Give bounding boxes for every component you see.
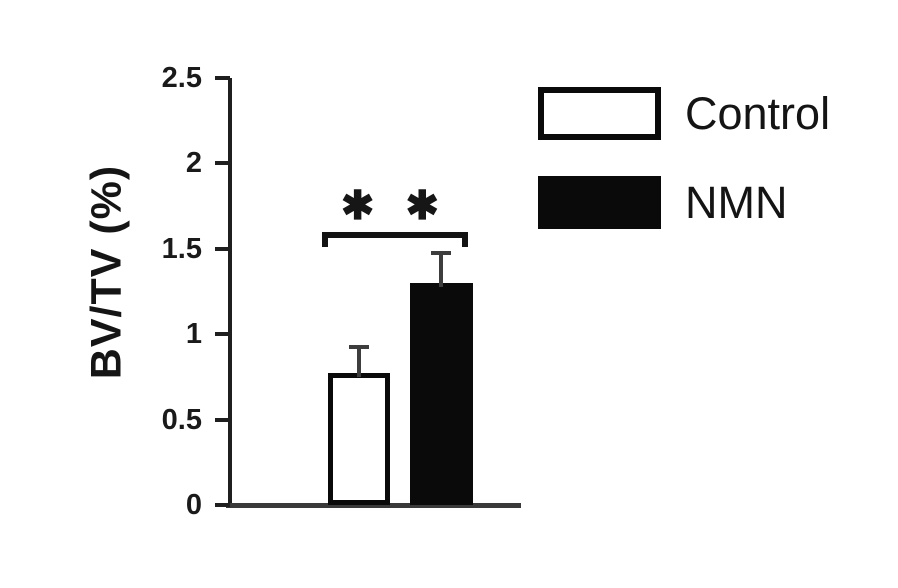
legend: Control NMN: [538, 87, 830, 229]
y-tick: [215, 246, 230, 251]
error-bar-cap: [431, 250, 451, 255]
error-bar-cap: [349, 344, 369, 349]
significance-bracket-right-tick: [462, 231, 468, 247]
legend-item-control: Control: [538, 87, 830, 140]
y-axis-line: [228, 78, 232, 507]
legend-label-nmn: NMN: [685, 177, 788, 228]
legend-label-control: Control: [685, 88, 831, 139]
y-axis-title: BV/TV (%): [82, 164, 131, 380]
legend-item-nmn: NMN: [538, 176, 830, 229]
bar-nmn: [410, 282, 473, 505]
y-tick-label: 0: [185, 489, 202, 521]
y-tick: [215, 161, 230, 166]
y-tick-label: 1: [185, 318, 202, 351]
significance-stars: ✱ ✱: [340, 183, 450, 228]
y-tick: [215, 76, 230, 80]
control-swatch: [538, 87, 661, 140]
plot-area: 0 0.5 1 1.5 2 2.5 ✱ ✱: [162, 62, 521, 521]
y-tick: [215, 417, 230, 422]
error-bar-stem: [357, 347, 361, 378]
error-bar-stem: [439, 253, 443, 287]
x-axis-line: [226, 503, 521, 508]
significance-bracket-left-tick: [322, 231, 328, 247]
y-tick: [215, 332, 230, 337]
bar-control: [328, 373, 390, 505]
y-tick: [215, 503, 230, 507]
y-tick-label: 2: [185, 147, 202, 180]
nmn-swatch: [538, 176, 661, 229]
y-tick-label: 2.5: [161, 62, 202, 94]
significance-bracket: [322, 231, 468, 238]
y-tick-label: 0.5: [161, 403, 202, 436]
y-tick-label: 1.5: [161, 232, 202, 265]
